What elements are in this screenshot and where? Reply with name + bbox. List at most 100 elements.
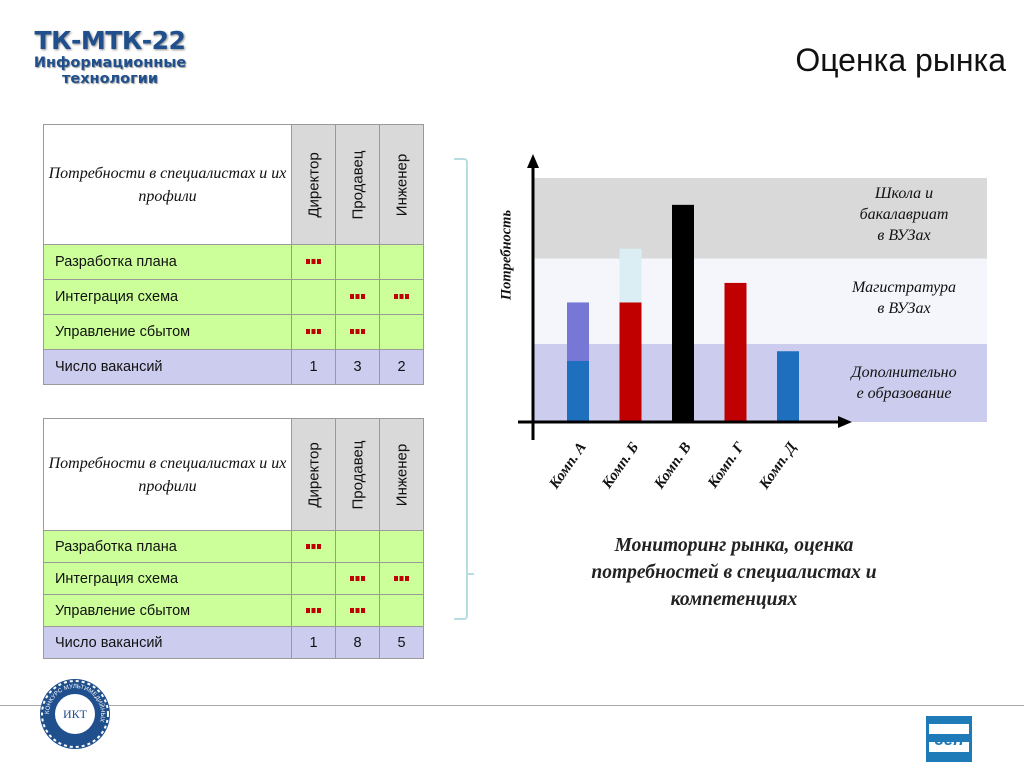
bar-segment: [672, 204, 694, 422]
row-label: Разработка плана: [43, 530, 292, 563]
mark-cell: [335, 530, 380, 563]
skill-mark: [350, 294, 365, 300]
cen-logo: cen: [926, 716, 972, 762]
demand-chart: [518, 154, 987, 440]
vacancies-row: Число вакансий 1 3 2: [43, 349, 424, 385]
logo-title: ТК-МТК-22: [34, 26, 186, 55]
bar-segment: [724, 282, 747, 422]
vacancy-count: 5: [379, 626, 424, 659]
row-label: Управление сбытом: [43, 594, 292, 627]
vacancy-count: 2: [379, 349, 424, 385]
skill-mark: [350, 607, 365, 613]
role-header-engineer: Инженер: [379, 124, 424, 245]
mark-cell: [379, 279, 424, 315]
vacancy-count: 8: [335, 626, 380, 659]
skill-mark: [306, 543, 321, 549]
role-header-engineer: Инженер: [379, 418, 424, 531]
band-label-school: Школа и бакалавриат в ВУЗах: [859, 185, 949, 244]
vacancies-label: Число вакансий: [43, 349, 292, 385]
skill-mark: [306, 259, 321, 265]
mark-cell: [379, 594, 424, 627]
x-tick-label: Комп. Б: [599, 439, 643, 492]
mark-cell: [291, 594, 336, 627]
mark-cell: [379, 562, 424, 595]
vacancies-label: Число вакансий: [43, 626, 292, 659]
y-axis-label: Потребность: [498, 209, 515, 301]
mark-cell: [291, 244, 336, 280]
mark-cell: [291, 530, 336, 563]
row-label: Интеграция схема: [43, 562, 292, 595]
x-tick-label: Комп. Д: [756, 439, 801, 493]
caption: Мониторинг рынка, оценка потребностей в …: [591, 535, 877, 610]
mark-cell: [335, 244, 380, 280]
table-row: Управление сбытом: [43, 594, 424, 627]
mark-cell: [291, 279, 336, 315]
logo-subtitle-line1: Информационные: [33, 55, 187, 71]
table-row: Разработка плана: [43, 530, 424, 563]
role-header-seller: Продавец: [335, 124, 380, 245]
bar-segment: [567, 361, 589, 422]
x-axis-arrow: [838, 416, 852, 428]
bar-segment: [567, 302, 589, 361]
bracket-tick: [466, 573, 474, 575]
svg-text:cen: cen: [934, 730, 963, 749]
svg-text:ИКТ: ИКТ: [63, 707, 88, 721]
role-header-director: Директор: [291, 418, 336, 531]
ikt-badge-logo: КОНКУРС МУЛЬТИМЕДИЙНЫХ ИКТ: [40, 679, 110, 749]
role-header-seller: Продавец: [335, 418, 380, 531]
right-bracket: [454, 158, 468, 620]
table-header-description: Потребности в специалистах и их профили: [43, 124, 292, 245]
x-tick-label: Комп. Г: [704, 439, 748, 492]
requirements-table-1: Потребности в специалистах и их профили …: [43, 124, 424, 385]
band-0: [533, 343, 987, 422]
vacancy-count: 3: [335, 349, 380, 385]
mark-cell: [335, 279, 380, 315]
band-label-additional: Дополнительно е образование: [851, 364, 957, 402]
table-row: Управление сбытом: [43, 314, 424, 350]
bars: [567, 204, 799, 422]
y-axis-arrow: [527, 154, 539, 168]
table-row: Разработка плана: [43, 244, 424, 280]
row-label: Интеграция схема: [43, 279, 292, 315]
skill-mark: [394, 294, 409, 300]
skill-mark: [306, 329, 321, 335]
mark-cell: [379, 314, 424, 350]
skill-mark: [350, 329, 365, 335]
skill-mark: [394, 575, 409, 581]
mark-cell: [335, 562, 380, 595]
table-header-row: Потребности в специалистах и их профили …: [43, 124, 424, 245]
skill-mark: [350, 575, 365, 581]
band-1: [533, 258, 987, 344]
bar-segment: [619, 302, 642, 422]
bar-segment: [619, 248, 642, 303]
education-bands: [533, 178, 987, 422]
band-2: [533, 178, 987, 259]
x-tick-label: Комп. В: [651, 439, 696, 492]
role-header-director: Директор: [291, 124, 336, 245]
mark-cell: [379, 530, 424, 563]
footer-divider: [0, 705, 1024, 706]
band-label-masters: Магистратура в ВУЗах: [851, 279, 957, 317]
x-tick-label: Комп. А: [546, 439, 591, 492]
vacancy-count: 1: [291, 349, 336, 385]
slide-title: Оценка рынка: [795, 42, 1006, 78]
mark-cell: [291, 314, 336, 350]
skill-mark: [306, 607, 321, 613]
table-row: Интеграция схема: [43, 562, 424, 595]
vacancies-row: Число вакансий 1 8 5: [43, 626, 424, 659]
tk-mtk-logo: ТК-МТК-22 Информационные технологии: [20, 26, 200, 87]
table-header-description: Потребности в специалистах и их профили: [43, 418, 292, 531]
mark-cell: [335, 594, 380, 627]
table-row: Интеграция схема: [43, 279, 424, 315]
logo-subtitle-line2: технологии: [61, 71, 159, 87]
vacancy-count: 1: [291, 626, 336, 659]
mark-cell: [335, 314, 380, 350]
mark-cell: [291, 562, 336, 595]
requirements-table-2: Потребности в специалистах и их профили …: [43, 418, 424, 659]
row-label: Разработка плана: [43, 244, 292, 280]
bar-segment: [777, 351, 799, 422]
mark-cell: [379, 244, 424, 280]
row-label: Управление сбытом: [43, 314, 292, 350]
table-header-row: Потребности в специалистах и их профили …: [43, 418, 424, 531]
